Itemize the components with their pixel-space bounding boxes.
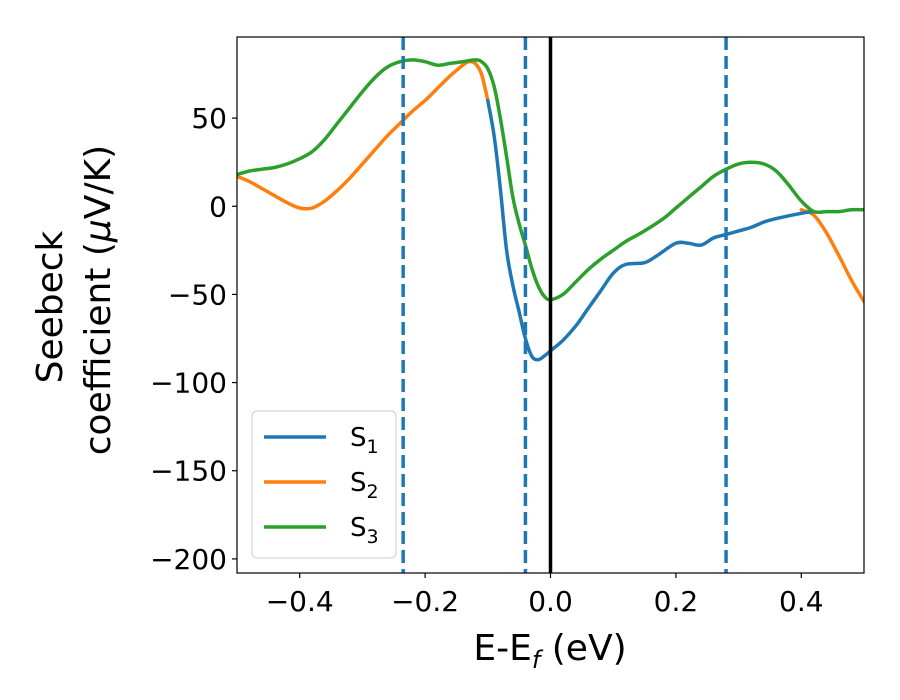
y-tick-label: −50 [168,278,227,311]
plot-lines [237,58,864,362]
vertical-reference-lines [401,37,728,573]
x-tick-label: −0.2 [391,585,459,618]
y-tick-label: −100 [150,367,227,400]
y-axis-label-line1: Seebeck [30,230,71,383]
y-tick-label: −200 [150,543,227,576]
series-line-s2 [237,59,864,304]
legend-label-s3: S3 [350,513,379,548]
series-line-s3 [237,58,864,302]
axis-ticks: −0.4 −0.2 0.0 0.2 0.4 50 0 −50 −100 −150 −200 [150,102,823,618]
x-tick-label: 0.2 [654,585,699,618]
x-tick-label: −0.4 [266,585,334,618]
y-tick-label: 0 [209,190,227,223]
series-line-s1 [486,98,816,362]
legend-box [251,410,397,559]
x-tick-label: 0.0 [528,585,573,618]
y-axis-label-line2: coefficient (μV/K) [78,145,119,455]
x-tick-label: 0.4 [779,585,824,618]
y-tick-label: 50 [191,102,227,135]
y-tick-label: −150 [150,455,227,488]
legend-label-s2: S2 [350,468,379,503]
legend: S1 S2 S3 [251,410,397,559]
legend-label-s1: S1 [350,423,379,458]
x-axis-label: E-Ef (eV) [473,628,626,674]
